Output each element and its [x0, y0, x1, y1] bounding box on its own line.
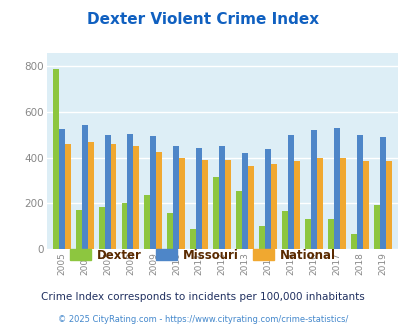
- Bar: [385, 161, 391, 249]
- Bar: [64, 144, 70, 249]
- Bar: [310, 130, 316, 249]
- Bar: [288, 135, 293, 249]
- Bar: [219, 147, 225, 249]
- Bar: [133, 147, 139, 249]
- Bar: [213, 177, 219, 249]
- Bar: [259, 226, 264, 249]
- Bar: [190, 229, 196, 249]
- Bar: [179, 158, 185, 249]
- Bar: [225, 160, 231, 249]
- Bar: [110, 144, 116, 249]
- Bar: [316, 158, 322, 249]
- Bar: [293, 161, 299, 249]
- Bar: [247, 166, 254, 249]
- Bar: [98, 207, 104, 249]
- Bar: [150, 136, 156, 249]
- Bar: [202, 160, 208, 249]
- Bar: [121, 204, 127, 249]
- Bar: [339, 158, 345, 249]
- Bar: [236, 191, 242, 249]
- Bar: [281, 212, 288, 249]
- Bar: [144, 195, 150, 249]
- Bar: [356, 135, 362, 249]
- Bar: [167, 213, 173, 249]
- Bar: [327, 219, 333, 249]
- Bar: [379, 137, 385, 249]
- Text: Crime Index corresponds to incidents per 100,000 inhabitants: Crime Index corresponds to incidents per…: [41, 292, 364, 302]
- Bar: [305, 219, 310, 249]
- Text: Dexter Violent Crime Index: Dexter Violent Crime Index: [87, 12, 318, 26]
- Bar: [373, 205, 379, 249]
- Bar: [264, 149, 271, 249]
- Bar: [58, 129, 64, 249]
- Bar: [242, 153, 247, 249]
- Bar: [362, 161, 368, 249]
- Legend: Dexter, Missouri, National: Dexter, Missouri, National: [65, 244, 340, 266]
- Bar: [127, 134, 133, 249]
- Bar: [173, 147, 179, 249]
- Bar: [196, 148, 202, 249]
- Bar: [53, 69, 58, 249]
- Bar: [350, 234, 356, 249]
- Text: © 2025 CityRating.com - https://www.cityrating.com/crime-statistics/: © 2025 CityRating.com - https://www.city…: [58, 315, 347, 324]
- Bar: [87, 142, 93, 249]
- Bar: [104, 135, 110, 249]
- Bar: [81, 125, 87, 249]
- Bar: [156, 152, 162, 249]
- Bar: [271, 164, 277, 249]
- Bar: [333, 128, 339, 249]
- Bar: [75, 210, 81, 249]
